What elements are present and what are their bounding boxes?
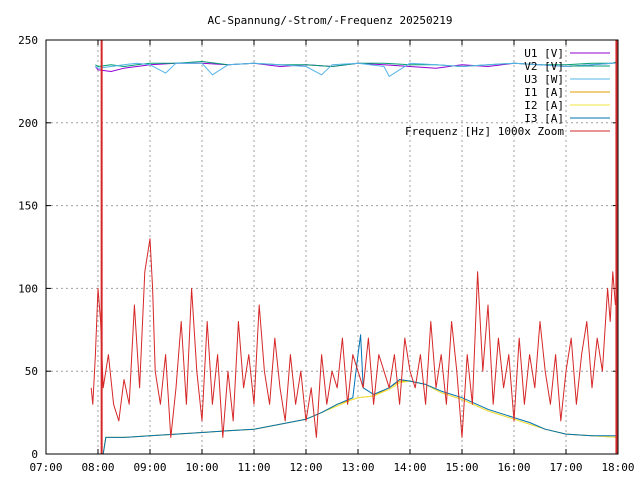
series-line-3 [95, 62, 618, 77]
x-tick-label: 17:00 [549, 461, 582, 474]
x-tick-label: 15:00 [445, 461, 478, 474]
x-tick-label: 18:00 [601, 461, 634, 474]
plot-frame [45, 39, 619, 455]
x-tick-label: 08:00 [81, 461, 114, 474]
series-line-7 [90, 238, 616, 438]
x-tick-label: 09:00 [133, 461, 166, 474]
y-tick-label: 0 [31, 448, 38, 461]
chart-title: AC-Spannung/-Strom/-Frequenz 20250219 [207, 14, 452, 27]
y-tick-label: 100 [18, 282, 38, 295]
legend-label: V2 [V] [524, 60, 564, 73]
x-tick-label: 07:00 [29, 461, 62, 474]
x-tick-label: 12:00 [289, 461, 322, 474]
x-tick-label: 11:00 [237, 461, 270, 474]
y-tick-label: 200 [18, 117, 38, 130]
legend-label: U3 [W] [524, 73, 564, 86]
y-tick-label: 150 [18, 200, 38, 213]
x-tick-label: 13:00 [341, 461, 374, 474]
legend-label: I3 [A] [524, 112, 564, 125]
frequency-spikes [100, 40, 618, 454]
legend-label: I1 [A] [524, 86, 564, 99]
plot-area [46, 61, 619, 455]
legend: U1 [V]V2 [V]U3 [W]I1 [A]I2 [A]I3 [A]Freq… [405, 47, 610, 138]
legend-label: Frequenz [Hz] 1000x Zoom [405, 125, 564, 138]
axes: 07:00 08:00 09:00 10:00 11:00 12:00 13:00 14:00… [18, 34, 634, 474]
legend-label: I2 [A] [524, 99, 564, 112]
x-tick-label: 10:00 [185, 461, 218, 474]
x-tick-label: 14:00 [393, 461, 426, 474]
y-tick-label: 50 [25, 365, 38, 378]
x-tick-label: 16:00 [497, 461, 530, 474]
y-tick-label: 250 [18, 34, 38, 47]
legend-label: U1 [V] [524, 47, 564, 60]
